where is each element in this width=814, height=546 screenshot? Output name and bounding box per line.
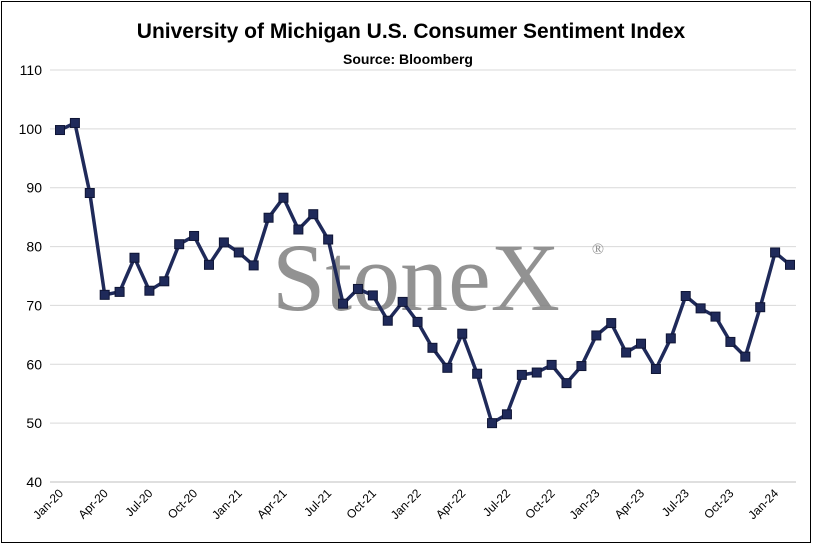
watermark: StoneX ® bbox=[272, 224, 604, 331]
y-tick-label: 70 bbox=[26, 297, 42, 313]
data-point bbox=[710, 311, 721, 322]
x-tick-label: Jul-22 bbox=[480, 486, 513, 519]
chart-title: University of Michigan U.S. Consumer Sen… bbox=[137, 20, 686, 43]
data-point bbox=[382, 315, 393, 326]
data-point bbox=[308, 209, 319, 220]
data-point bbox=[442, 362, 453, 373]
data-point bbox=[725, 336, 736, 347]
x-tick-label: Apr-22 bbox=[433, 486, 469, 522]
x-tick-label: Apr-23 bbox=[612, 486, 648, 522]
data-point bbox=[785, 259, 795, 270]
y-tick-label: 50 bbox=[26, 415, 42, 431]
watermark-registered-mark: ® bbox=[592, 241, 604, 258]
x-tick-label: Jul-23 bbox=[659, 486, 692, 519]
x-tick-label: Jul-20 bbox=[122, 486, 155, 519]
data-point bbox=[293, 224, 304, 235]
data-point bbox=[457, 328, 468, 339]
data-point bbox=[263, 212, 274, 223]
x-tick-label: Oct-23 bbox=[701, 486, 737, 522]
data-point bbox=[516, 369, 527, 380]
data-point bbox=[740, 351, 751, 362]
x-tick-label: Oct-20 bbox=[165, 486, 201, 522]
data-point bbox=[278, 192, 289, 203]
x-axis: Jan-20 Apr-20 Jul-20 Oct-20 Jan-21 Apr-21 Jul-… bbox=[30, 486, 781, 522]
y-tick-label: 110 bbox=[20, 62, 43, 78]
data-point bbox=[174, 239, 185, 250]
data-point bbox=[218, 237, 229, 248]
data-point bbox=[531, 367, 542, 378]
x-tick-label: Jan-24 bbox=[745, 486, 781, 522]
x-tick-label: Jul-21 bbox=[301, 486, 334, 519]
x-tick-label: Jan-23 bbox=[567, 486, 603, 522]
data-point bbox=[55, 125, 65, 136]
data-point bbox=[487, 418, 498, 429]
data-point bbox=[114, 286, 125, 297]
y-tick-label: 80 bbox=[26, 239, 42, 255]
y-tick-label: 100 bbox=[19, 121, 43, 137]
y-tick-label: 60 bbox=[26, 356, 42, 372]
data-point bbox=[695, 303, 706, 314]
x-tick-label: Jan-22 bbox=[388, 486, 424, 522]
data-point bbox=[591, 330, 602, 341]
data-point bbox=[412, 316, 423, 327]
data-point bbox=[323, 234, 334, 245]
data-point bbox=[606, 318, 617, 329]
data-point bbox=[621, 347, 632, 358]
x-tick-label: Oct-22 bbox=[522, 486, 558, 522]
data-point bbox=[144, 285, 155, 296]
data-point bbox=[650, 363, 661, 374]
data-point bbox=[397, 296, 408, 307]
data-point bbox=[427, 342, 438, 353]
data-point bbox=[680, 291, 691, 302]
x-tick-label: Jan-21 bbox=[209, 486, 245, 522]
y-tick-label: 40 bbox=[26, 474, 42, 490]
data-point bbox=[338, 298, 349, 309]
y-axis: 40 50 60 70 80 90 100 110 bbox=[19, 62, 43, 490]
x-tick-label: Jan-20 bbox=[30, 486, 66, 522]
data-point bbox=[636, 338, 647, 349]
data-point bbox=[755, 302, 766, 313]
data-point bbox=[576, 361, 587, 372]
chart-subtitle: Source: Bloomberg bbox=[343, 51, 473, 67]
x-tick-label: Apr-20 bbox=[75, 486, 111, 522]
watermark-logo: StoneX bbox=[272, 224, 560, 331]
x-tick-label: Oct-21 bbox=[344, 486, 380, 522]
data-point bbox=[665, 333, 676, 344]
data-point bbox=[367, 290, 378, 301]
data-point bbox=[233, 247, 244, 258]
data-point bbox=[203, 259, 214, 270]
x-tick-label: Apr-21 bbox=[254, 486, 290, 522]
data-point bbox=[561, 378, 572, 389]
data-point bbox=[159, 276, 170, 287]
data-point bbox=[99, 289, 110, 300]
data-point bbox=[546, 359, 557, 370]
data-point bbox=[129, 252, 140, 263]
data-point bbox=[352, 283, 363, 294]
data-point bbox=[501, 409, 512, 420]
data-point bbox=[472, 368, 483, 379]
data-point bbox=[84, 188, 95, 199]
data-point bbox=[189, 230, 200, 241]
series-line bbox=[55, 117, 795, 429]
data-point bbox=[69, 117, 80, 128]
y-tick-label: 90 bbox=[26, 180, 42, 196]
data-point bbox=[770, 247, 781, 258]
data-point bbox=[248, 260, 259, 271]
